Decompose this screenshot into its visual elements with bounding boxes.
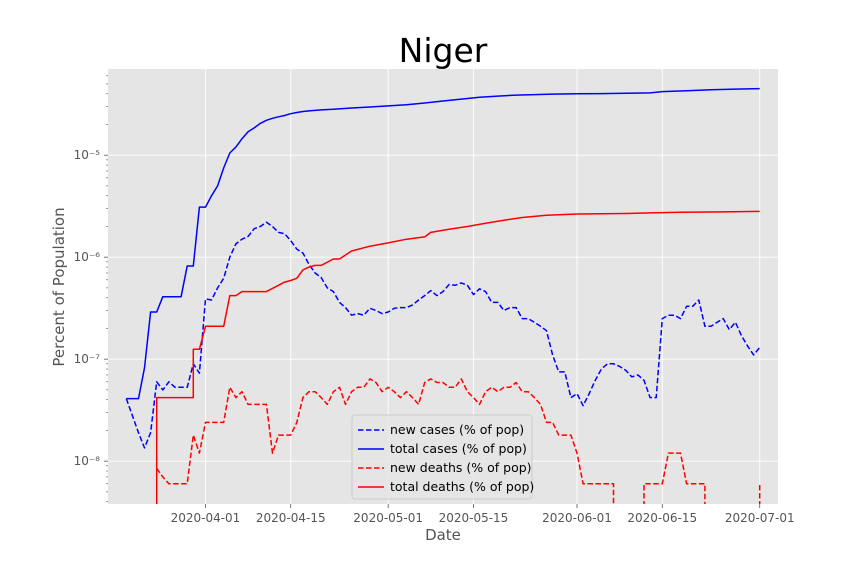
x-tick-label: 2020-06-01 (542, 511, 612, 525)
axis-ticks: 10⁻⁸ 10⁻⁷ 10⁻⁶ 10⁻⁵ 2020-04-01 2020-04-15 2020… (74, 75, 795, 525)
chart-title: Niger (399, 31, 488, 70)
legend: new cases (% of pop) total cases (% of po… (351, 414, 534, 500)
x-tick-label: 2020-05-01 (353, 511, 423, 525)
series-line-total-cases-of-pop (126, 87, 760, 400)
x-tick-label: 2020-04-15 (256, 511, 326, 525)
series-layer (125, 87, 761, 504)
x-tick-label: 2020-06-15 (627, 511, 697, 525)
y-tick-label: 10⁻⁵ (74, 148, 101, 162)
y-axis-label: Percent of Population (50, 207, 68, 366)
legend-box (351, 414, 533, 500)
x-axis-label: Date (425, 526, 461, 544)
legend-label: new deaths (% of pop) (390, 460, 532, 475)
x-tick-label: 2020-05-15 (439, 511, 509, 525)
y-tick-label: 10⁻⁷ (74, 352, 101, 366)
series-line-total-deaths-of-pop (155, 210, 760, 504)
y-tick-label: 10⁻⁸ (74, 454, 101, 468)
legend-label: total cases (% of pop) (390, 441, 527, 456)
x-tick-label: 2020-04-01 (171, 511, 241, 525)
series-line-new-deaths-of-pop (156, 378, 761, 504)
series-line-new-cases-of-pop (125, 221, 761, 449)
legend-label: total deaths (% of pop) (390, 479, 534, 494)
x-tick-label: 2020-07-01 (725, 511, 795, 525)
y-tick-label: 10⁻⁶ (74, 250, 101, 264)
legend-label: new cases (% of pop) (390, 422, 524, 437)
